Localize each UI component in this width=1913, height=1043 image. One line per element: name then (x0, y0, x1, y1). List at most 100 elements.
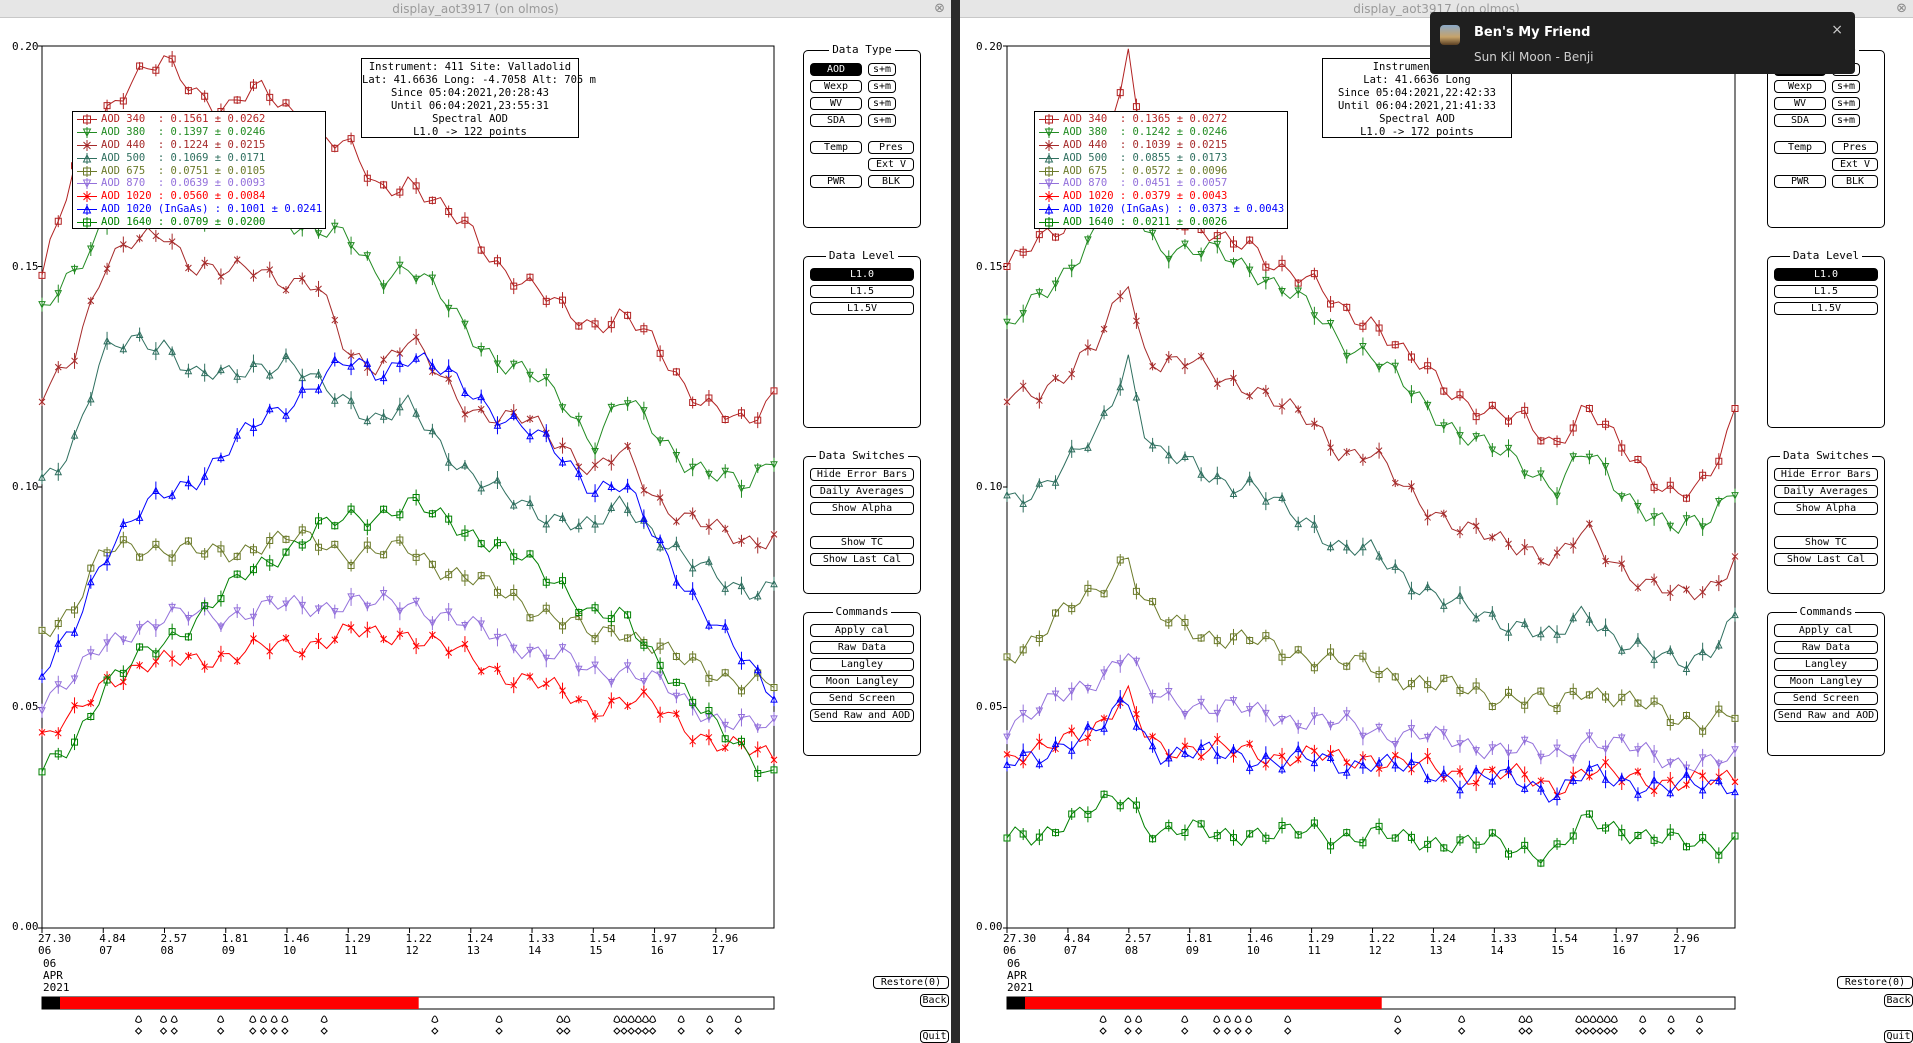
show-last-cal-button[interactable]: Show Last Cal (810, 553, 914, 566)
pwr-button[interactable]: PWR (1774, 175, 1826, 188)
blk-button[interactable]: BLK (868, 175, 914, 188)
back-button[interactable]: Back (1884, 994, 1913, 1007)
sda-button[interactable]: SDA (810, 114, 862, 127)
moon-langley-button[interactable]: Moon Langley (810, 675, 914, 688)
s-m-toggle-button[interactable]: s+m (868, 63, 896, 76)
apply-cal-button[interactable]: Apply cal (1774, 624, 1878, 637)
show-tc-button[interactable]: Show TC (1774, 536, 1878, 549)
data-point (737, 737, 745, 745)
data-point (1148, 693, 1157, 701)
ext-v-button[interactable]: Ext V (1832, 158, 1878, 171)
wv-button[interactable]: WV (810, 97, 862, 110)
data-point (1343, 303, 1351, 311)
send-raw-and-aod-button[interactable]: Send Raw and AOD (810, 709, 914, 722)
legend-value: : 0.0379 ± 0.0043 (1113, 190, 1228, 203)
quit-button[interactable]: Quit (920, 1030, 949, 1043)
pwr-button[interactable]: PWR (810, 175, 862, 188)
data-point (1164, 450, 1173, 459)
daily-averages-button[interactable]: Daily Averages (810, 485, 914, 498)
data-point (1181, 742, 1189, 750)
data-point (1521, 543, 1529, 551)
data-point (1181, 362, 1189, 370)
langley-button[interactable]: Langley (810, 658, 914, 671)
restore-button[interactable]: Restore(0) (1837, 976, 1913, 989)
close-icon[interactable]: ⊗ (934, 1, 945, 16)
sda-button[interactable]: SDA (1774, 114, 1826, 127)
data-point (509, 500, 518, 509)
data-point (380, 505, 388, 513)
s-m-toggle-button[interactable]: s+m (868, 114, 896, 127)
level-l1-5v-button[interactable]: L1.5V (1774, 302, 1878, 315)
data-point (1537, 687, 1545, 695)
data-point (770, 715, 778, 724)
notification-popup[interactable]: Ben's My Friend Sun Kil Moon - Benji × (1430, 12, 1855, 74)
pres-button[interactable]: Pres (1832, 141, 1878, 154)
moon-langley-button[interactable]: Moon Langley (1774, 675, 1878, 688)
timeline-selection[interactable] (60, 997, 419, 1009)
pres-button[interactable]: Pres (868, 141, 914, 154)
daily-averages-button[interactable]: Daily Averages (1774, 485, 1878, 498)
level-l1-5-button[interactable]: L1.5 (810, 285, 914, 298)
s-m-toggle-button[interactable]: s+m (868, 80, 896, 93)
quit-button[interactable]: Quit (1884, 1030, 1913, 1043)
data-point (119, 636, 128, 645)
ext-v-button[interactable]: Ext V (868, 158, 914, 171)
raw-data-button[interactable]: Raw Data (810, 641, 914, 654)
s-m-toggle-button[interactable]: s+m (1832, 80, 1860, 93)
show-alpha-button[interactable]: Show Alpha (1774, 502, 1878, 515)
notification-title: Ben's My Friend (1474, 25, 1591, 40)
s-m-toggle-button[interactable]: s+m (1832, 97, 1860, 110)
temp-button[interactable]: Temp (810, 141, 862, 154)
level-l1-0-button[interactable]: L1.0 (810, 268, 914, 281)
data-point (136, 553, 144, 561)
wv-button[interactable]: WV (1774, 97, 1826, 110)
data-point (184, 366, 193, 375)
level-l1-5-button[interactable]: L1.5 (1774, 285, 1878, 298)
data-point (1650, 513, 1658, 521)
data-point (136, 62, 144, 70)
level-l1-0-button[interactable]: L1.0 (1774, 268, 1878, 281)
data-point (1019, 758, 1027, 766)
apply-cal-button[interactable]: Apply cal (810, 624, 914, 637)
show-last-cal-button[interactable]: Show Last Cal (1774, 553, 1878, 566)
level-l1-5v-button[interactable]: L1.5V (810, 302, 914, 315)
data-point (1132, 103, 1140, 111)
data-point (282, 411, 290, 419)
data-point (1683, 781, 1690, 789)
commands-panel-title: Commands (832, 605, 892, 618)
send-screen-button[interactable]: Send Screen (810, 692, 914, 705)
raw-data-button[interactable]: Raw Data (1774, 641, 1878, 654)
data-point (656, 542, 664, 551)
timeline-selection[interactable] (1025, 997, 1382, 1009)
wexp-button[interactable]: Wexp (1774, 80, 1826, 93)
x-tick-day: 06 (38, 944, 52, 957)
aod-button[interactable]: AOD (810, 63, 862, 76)
show-alpha-button[interactable]: Show Alpha (810, 502, 914, 515)
blk-button[interactable]: BLK (1832, 175, 1878, 188)
s-m-toggle-button[interactable]: s+m (1832, 114, 1860, 127)
data-point (591, 635, 599, 643)
back-button[interactable]: Back (920, 994, 949, 1007)
temp-button[interactable]: Temp (1774, 141, 1826, 154)
restore-button[interactable]: Restore(0) (873, 976, 949, 989)
close-icon[interactable]: × (1831, 22, 1843, 38)
show-tc-button[interactable]: Show TC (810, 536, 914, 549)
data-point (1229, 240, 1237, 248)
close-icon[interactable]: ⊗ (1896, 1, 1907, 16)
langley-button[interactable]: Langley (1774, 658, 1878, 671)
data-point (1084, 584, 1092, 592)
hide-error-bars-button[interactable]: Hide Error Bars (1774, 468, 1878, 481)
send-screen-button[interactable]: Send Screen (1774, 692, 1878, 705)
s-m-toggle-button[interactable]: s+m (868, 97, 896, 110)
data-point (705, 674, 713, 682)
window-titlebar[interactable]: display_aot3917 (on olmos) ⊗ (0, 0, 951, 18)
hide-error-bars-button[interactable]: Hide Error Bars (810, 468, 914, 481)
x-tick-label: 1.22 (1368, 932, 1396, 945)
cal-marker-icon (1518, 1015, 1526, 1023)
cal-marker-icon (620, 1015, 628, 1023)
data-point (1601, 745, 1610, 754)
wexp-button[interactable]: Wexp (810, 80, 862, 93)
data-point (1294, 646, 1302, 654)
data-point (428, 274, 437, 283)
send-raw-and-aod-button[interactable]: Send Raw and AOD (1774, 709, 1878, 722)
